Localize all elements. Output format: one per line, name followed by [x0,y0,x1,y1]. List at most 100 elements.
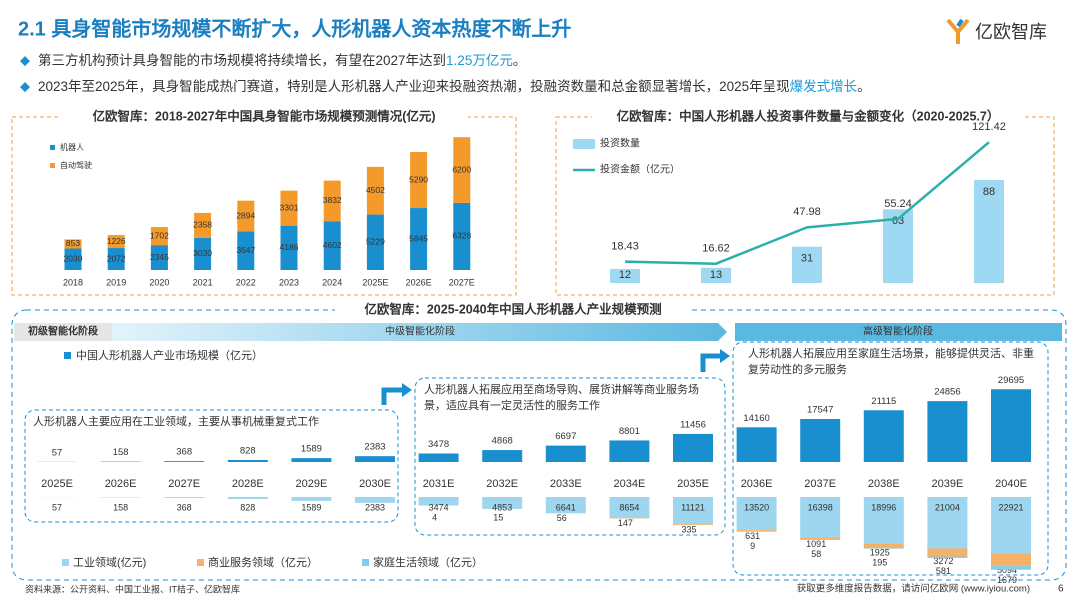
value-label: 63 [892,215,904,227]
value-label: 11456 [680,419,706,430]
value-label: 5094 [997,565,1017,575]
slide-title: 2.1 具身智能市场规模不断扩大，人形机器人资本热度不断上升 [18,16,571,40]
bar [291,458,332,462]
x-tick-label: 2039E [931,478,963,490]
value-label: 5229 [366,237,385,247]
value-label: 57 [52,447,63,458]
value-label: 24856 [934,387,960,398]
value-label: 56 [557,513,567,523]
x-tick-label: 2025E [41,478,73,490]
bullet-highlight: 爆发式增长 [790,79,858,94]
phase-panel [24,409,399,523]
bar-segment [673,524,713,526]
value-label: 121.42 [972,121,1006,133]
step-arrow [700,353,722,372]
value-label: 21004 [935,502,960,512]
value-label: 6641 [556,502,576,512]
phase-description: 人形机器人拓展应用至商场导购、展货讲解等商业服务场景，适应具有一定灵活性的服务工… [424,384,699,412]
x-tick-label: 2019 [106,277,126,287]
bar [355,456,395,462]
bar [792,246,822,283]
logo-text: 亿欧智库 [975,22,1047,42]
x-tick-label: 2023 [279,277,299,287]
bar-segment [237,200,255,232]
bar-segment [323,180,341,222]
bar [927,401,968,462]
value-label: 2383 [364,442,385,453]
legend-swatch [573,139,595,149]
value-label: 1702 [150,230,169,240]
bullet: 第三方机构预计具身智能的市场规模将持续增长，有望在2027年达到1.25万亿元。 [38,52,526,68]
phase-label: 初级智能化阶段 [28,325,98,338]
chart-title: 亿欧智库：2025-2040年中国人形机器人产业规模预测 [364,301,661,316]
source: 资料来源：公开资料、中国工业报、IT桔子、亿欧智库 [25,583,240,594]
bullet-text: 2023年至2025年，具身智能成热门赛道，特别是人形机器人产业迎来投融资热潮，… [38,79,790,94]
x-tick-label: 2021 [193,277,213,287]
bar-segment [410,151,428,209]
logo-icon [946,18,970,44]
step-arrow [720,349,730,363]
bar-segment [991,565,1031,570]
x-tick-label: 2026E [105,478,137,490]
bar-segment [863,497,904,544]
bar [610,268,640,283]
legend-swatch [362,559,369,566]
phase-box [14,323,112,341]
value-label: 55.24 [884,198,912,210]
x-tick-label: 2036E [741,478,773,490]
bar-segment [927,556,968,558]
value-label: 6200 [452,164,471,174]
x-tick-label: 2035E [677,478,709,490]
title-bg [335,301,691,319]
value-label: 8801 [619,426,640,437]
bar-segment [991,497,1031,554]
value-label: 88 [983,186,995,198]
phase-description: 人形机器人拓展应用至家庭生活场景，能够提供灵活、非重复劳动性的多元服务 [748,348,1034,376]
bullet-highlight: 1.25万亿元 [446,53,513,68]
x-tick-label: 2027E [449,277,475,287]
value-label: 368 [177,502,192,512]
x-tick-label: 2038E [868,478,900,490]
bar-segment [673,497,713,525]
chart-title: 亿欧智库：2018-2027年中国具身智能市场规模预测情况(亿元) [92,108,435,123]
value-label: 4602 [323,240,342,250]
value-label: 1589 [301,444,322,455]
value-label: 5845 [409,233,428,243]
bar-segment [107,235,125,249]
value-label: 335 [681,524,696,534]
value-label: 828 [240,502,255,512]
value-label: 158 [113,502,128,512]
bar-segment [107,248,125,270]
value-label: 2383 [365,502,385,512]
value-label: 16.62 [702,243,730,255]
value-label: 22921 [998,502,1023,512]
value-label: 3832 [323,195,342,205]
legend-label: 家庭生活领域（亿元） [373,555,483,569]
legend-swatch [50,163,55,168]
bar [482,450,523,462]
x-tick-label: 2018 [63,277,83,287]
value-label: 1226 [107,236,126,246]
x-tick-label: 2033E [550,478,582,490]
value-label: 2030 [64,253,83,263]
bar [227,459,268,462]
logo-icon [956,18,964,28]
value-label: 3030 [193,248,212,258]
bar [418,453,459,462]
legend-label: 机器人 [60,142,84,152]
phase-label: 中级智能化阶段 [385,325,455,338]
contact: 获取更多维度报告数据，请访问亿欧网 (www.iyiou.com) [797,583,1030,595]
bar-segment [991,553,1031,566]
title-bg [592,108,1024,126]
legend-label: 中国人形机器人产业市场规模（亿元） [76,348,263,362]
value-label: 16398 [808,502,833,512]
value-label: 57 [52,502,62,512]
bar-segment [150,245,168,270]
bar-segment [863,543,904,549]
value-label: 4 [432,512,437,522]
value-label: 13520 [744,502,769,512]
legend-label: 投资数量 [600,137,640,150]
x-tick-label: 2032E [486,478,518,490]
bar-segment [194,212,212,238]
x-tick-label: 2040E [995,478,1027,490]
